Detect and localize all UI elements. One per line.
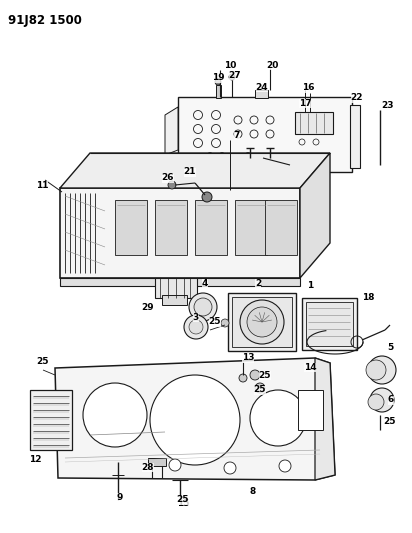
Text: 8: 8 [250,488,256,497]
Bar [178,97,352,172]
Bar [162,295,187,305]
Text: 21: 21 [184,167,196,176]
Text: 13: 13 [242,353,254,362]
Text: 23: 23 [382,101,394,109]
Text: 17: 17 [299,99,311,108]
Text: 11: 11 [36,181,48,190]
Circle shape [229,74,235,80]
Polygon shape [350,105,360,168]
Text: 1: 1 [307,281,313,290]
Bar [115,200,147,255]
Polygon shape [60,153,330,188]
Polygon shape [255,90,268,98]
Bar [155,278,197,298]
Circle shape [150,375,240,465]
Bar [265,200,297,255]
Circle shape [255,383,265,393]
Bar [295,112,333,134]
Text: 19: 19 [212,74,224,83]
Text: 25: 25 [209,318,221,327]
Text: 25: 25 [37,358,49,367]
Text: 29: 29 [142,303,154,312]
Text: 16: 16 [302,84,314,93]
Text: 25: 25 [177,496,189,505]
Circle shape [169,459,181,471]
Circle shape [189,320,203,334]
Circle shape [240,300,284,344]
Circle shape [239,374,247,382]
Bar [228,293,296,351]
Text: 20: 20 [266,61,278,69]
Text: 25: 25 [384,417,396,426]
Bar [148,458,166,466]
Text: 12: 12 [29,456,41,464]
Text: 7: 7 [234,131,240,140]
Bar [306,302,353,346]
Text: 18: 18 [362,294,374,303]
Text: 24: 24 [256,83,268,92]
Text: 5: 5 [387,343,393,352]
Circle shape [83,383,147,447]
Polygon shape [30,390,72,450]
Text: 15: 15 [177,498,189,507]
Circle shape [370,388,394,412]
Text: 28: 28 [142,463,154,472]
Circle shape [279,460,291,472]
Bar [195,200,227,255]
Polygon shape [55,358,335,480]
Circle shape [189,293,217,321]
Circle shape [247,307,277,337]
Text: 10: 10 [224,61,236,69]
Bar [235,200,267,255]
Text: 9: 9 [117,492,123,502]
Text: 6: 6 [388,395,394,405]
Polygon shape [300,153,330,278]
Text: 25: 25 [259,370,271,379]
Bar [60,278,300,286]
Text: 3: 3 [193,312,199,321]
Bar [232,297,292,347]
Circle shape [368,356,396,384]
Polygon shape [315,358,335,480]
Text: 2: 2 [255,279,261,287]
Circle shape [224,462,236,474]
Polygon shape [165,107,178,155]
Circle shape [215,79,221,85]
Bar [60,188,300,278]
Bar [155,200,187,255]
Circle shape [184,315,208,339]
Circle shape [202,192,212,202]
Text: 27: 27 [229,70,241,79]
Text: 4: 4 [202,279,208,287]
Circle shape [168,181,176,189]
Text: 22: 22 [351,93,363,102]
Bar [298,390,323,430]
Circle shape [194,298,212,316]
Circle shape [221,319,229,327]
Text: 26: 26 [162,174,174,182]
Circle shape [250,390,306,446]
Text: 91J82 1500: 91J82 1500 [8,14,82,27]
Polygon shape [216,85,221,98]
Circle shape [366,360,386,380]
Bar [302,298,357,350]
Text: 14: 14 [304,362,316,372]
Circle shape [250,370,260,380]
Circle shape [368,394,384,410]
Text: 25: 25 [254,385,266,394]
